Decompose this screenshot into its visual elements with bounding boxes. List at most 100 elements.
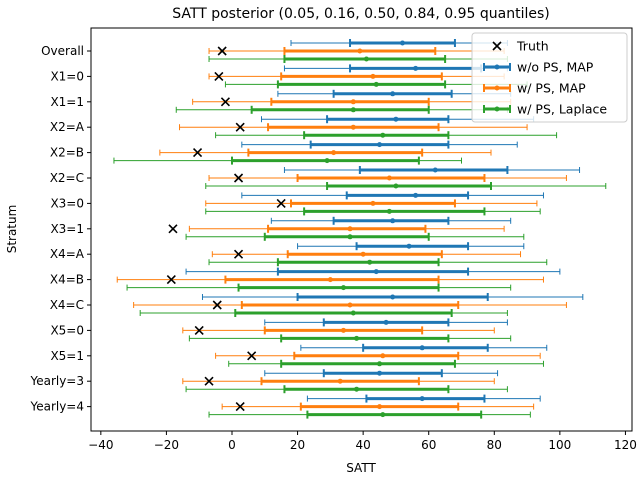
- x-tick-label: 20: [290, 438, 305, 452]
- median-point: [327, 277, 333, 283]
- median-point: [347, 226, 353, 232]
- median-point: [350, 99, 356, 105]
- median-point: [363, 56, 369, 62]
- median-point: [377, 370, 383, 376]
- legend-marker-point: [494, 106, 500, 112]
- median-point: [370, 73, 376, 79]
- x-tick-label: 60: [421, 438, 436, 452]
- median-point: [377, 361, 383, 367]
- y-tick-label: Overall: [41, 44, 84, 58]
- median-point: [406, 243, 412, 249]
- median-point: [350, 107, 356, 113]
- median-point: [413, 65, 419, 71]
- median-point: [331, 150, 337, 156]
- x-tick-label: 100: [548, 438, 571, 452]
- truth-marker: [214, 71, 224, 81]
- median-point: [337, 378, 343, 384]
- median-point: [419, 396, 425, 402]
- median-point: [390, 91, 396, 97]
- legend-box: [471, 32, 628, 123]
- truth-marker: [235, 402, 245, 412]
- truth-marker: [233, 173, 244, 183]
- truth-marker: [220, 97, 230, 107]
- median-point: [367, 259, 373, 265]
- x-tick-label: −40: [88, 438, 113, 452]
- median-point: [370, 200, 376, 206]
- truth-marker: [233, 249, 244, 259]
- median-point: [419, 345, 425, 351]
- truth-marker: [217, 46, 227, 56]
- legend-label: w/ PS, MAP: [517, 81, 586, 96]
- y-axis-label: Stratum: [5, 205, 19, 254]
- truth-marker: [194, 325, 204, 335]
- median-point: [393, 116, 399, 122]
- y-tick-label: X4=B: [50, 273, 84, 287]
- y-tick-label: X1=1: [50, 95, 84, 109]
- y-tick-label: X3=1: [50, 222, 84, 236]
- truth-marker: [212, 300, 222, 310]
- chart-title: SATT posterior (0.05, 0.16, 0.50, 0.84, …: [172, 6, 549, 22]
- x-tick-label: −20: [154, 438, 179, 452]
- legend-label: w/o PS, MAP: [517, 60, 594, 75]
- y-tick-label: X1=0: [50, 69, 84, 83]
- y-tick-label: X5=1: [50, 349, 84, 363]
- legend-label: Truth: [516, 39, 549, 54]
- truth-markers: [166, 46, 286, 412]
- median-point: [360, 251, 366, 257]
- y-tick-label: X5=0: [50, 323, 84, 337]
- y-tick-label: X2=A: [50, 120, 85, 134]
- median-point: [340, 285, 346, 291]
- truth-marker: [192, 148, 203, 158]
- legend-marker-truth: [492, 41, 502, 51]
- median-point: [354, 386, 360, 392]
- median-point: [390, 294, 396, 300]
- median-point: [357, 48, 363, 54]
- legend: Truth w/o PS, MAP w/ PS, MAP w/ PS, Laplace: [471, 32, 628, 123]
- median-point: [380, 353, 386, 359]
- y-tick-label: X2=B: [50, 146, 84, 160]
- median-point: [354, 335, 360, 341]
- median-point: [347, 302, 353, 308]
- median-point: [386, 175, 392, 181]
- x-axis-ticks: −40 −20 0 20 40 60 80 100 120: [88, 431, 637, 452]
- median-point: [399, 40, 405, 46]
- y-tick-label: X2=C: [50, 171, 84, 185]
- series-2: [116, 47, 567, 411]
- median-point: [393, 183, 399, 189]
- median-point: [380, 412, 386, 418]
- median-point: [350, 124, 356, 130]
- series-3: [113, 55, 607, 419]
- truth-marker: [166, 275, 176, 285]
- legend-label: w/ PS, Laplace: [517, 102, 607, 117]
- median-point: [377, 142, 383, 148]
- series-1: [185, 39, 584, 403]
- legend-marker-point: [494, 85, 500, 91]
- x-tick-label: 40: [355, 438, 370, 452]
- y-tick-label: Yearly=3: [29, 374, 84, 388]
- x-tick-label: 120: [614, 438, 637, 452]
- median-point: [373, 81, 379, 87]
- truth-marker: [235, 122, 245, 132]
- median-point: [340, 327, 346, 333]
- median-point: [432, 167, 438, 173]
- y-tick-label: X3=0: [50, 196, 84, 210]
- y-tick-label: X4=A: [50, 247, 85, 261]
- x-tick-label: 80: [487, 438, 502, 452]
- median-point: [324, 158, 330, 164]
- median-point: [383, 319, 389, 325]
- truth-marker: [247, 351, 257, 361]
- y-tick-label: X4=C: [50, 298, 84, 312]
- median-point: [386, 208, 392, 214]
- median-point: [347, 234, 353, 240]
- axes: [90, 27, 633, 432]
- median-point: [413, 192, 419, 198]
- truth-marker: [276, 198, 286, 208]
- x-tick-label: 0: [228, 438, 236, 452]
- y-tick-label: Yearly=4: [29, 400, 84, 414]
- truth-marker: [168, 224, 178, 234]
- median-point: [380, 132, 386, 138]
- legend-marker-point: [494, 64, 500, 70]
- x-axis-label: SATT: [346, 461, 376, 475]
